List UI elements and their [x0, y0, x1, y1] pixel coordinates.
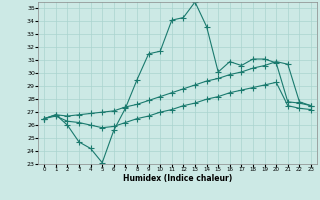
X-axis label: Humidex (Indice chaleur): Humidex (Indice chaleur) — [123, 174, 232, 183]
